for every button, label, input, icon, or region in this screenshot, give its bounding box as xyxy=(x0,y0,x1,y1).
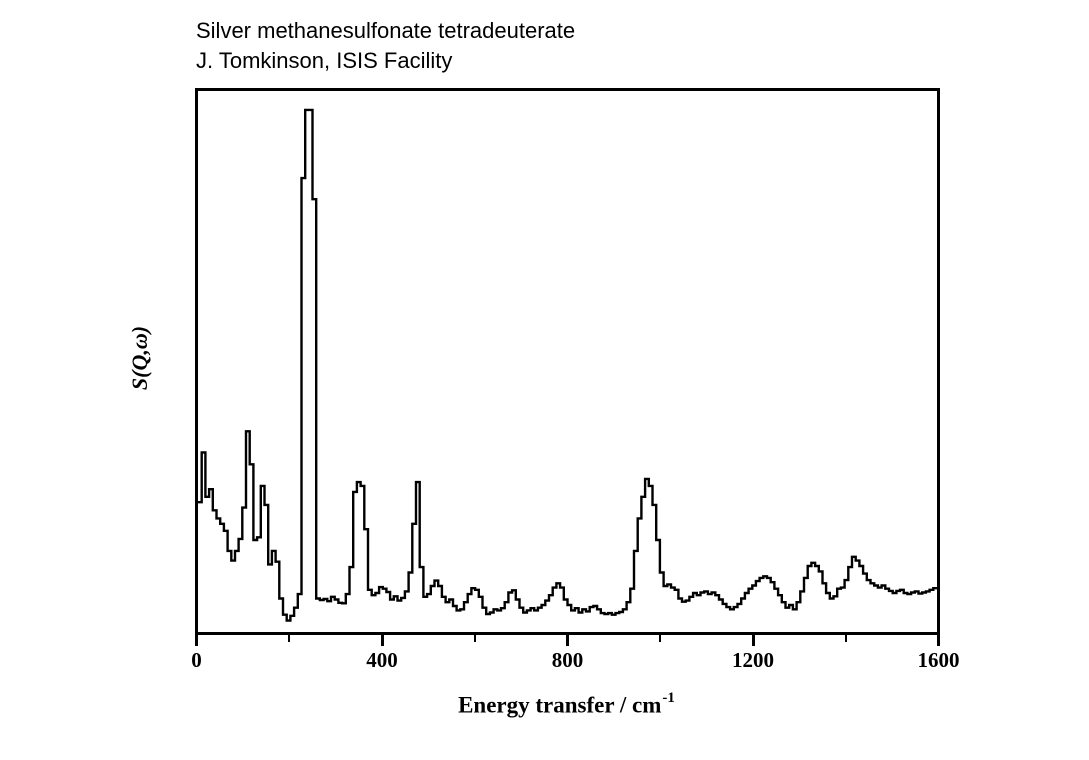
x-tick-label: 1200 xyxy=(732,648,774,672)
x-minor-tick xyxy=(844,635,847,642)
spectrum-curve xyxy=(198,108,937,622)
x-minor-tick xyxy=(288,635,291,642)
x-major-tick xyxy=(380,635,384,646)
plot-area xyxy=(195,88,940,635)
x-major-tick xyxy=(937,635,940,646)
x-tick-label: 0 xyxy=(191,648,202,672)
y-axis-label: S(Q,ω) xyxy=(127,325,152,391)
x-axis-label: Energy transfer / cm-1 xyxy=(458,690,675,719)
x-tick-label: 1600 xyxy=(917,648,960,672)
x-axis-label-text: Energy transfer / cm xyxy=(458,692,662,718)
x-major-tick xyxy=(195,635,198,646)
x-major-tick xyxy=(566,635,569,646)
x-axis-label-exponent: -1 xyxy=(662,690,675,706)
x-minor-tick xyxy=(659,635,662,642)
chart-subtitle: J. Tomkinson, ISIS Facility xyxy=(196,48,453,73)
chart-title: Silver methanesulfonate tetradeuterate xyxy=(196,18,576,43)
x-tick-label: 400 xyxy=(366,648,398,672)
x-major-tick xyxy=(751,635,755,646)
x-tick-label: 800 xyxy=(551,648,584,672)
chart-title-block: Silver methanesulfonate tetradeuterate J… xyxy=(196,16,575,76)
x-minor-tick xyxy=(473,635,476,642)
